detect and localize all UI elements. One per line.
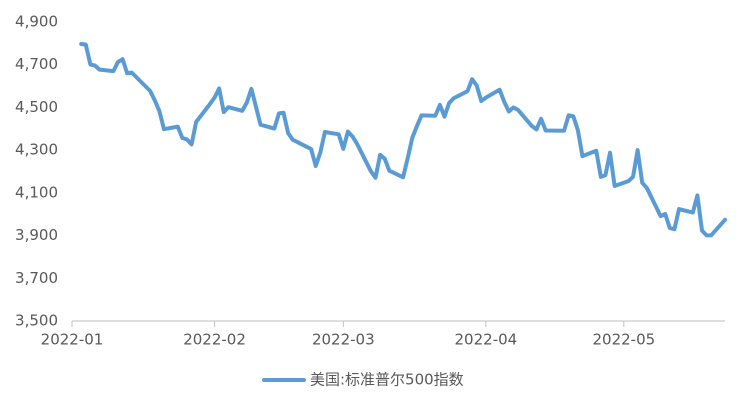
x-tick-label: 2022-02	[183, 331, 246, 349]
x-tick-label: 2022-03	[312, 331, 375, 349]
y-tick-label: 3,900	[15, 226, 58, 244]
x-tick-label: 2022-04	[455, 331, 518, 349]
y-tick-label: 4,900	[15, 13, 58, 31]
y-tick-label: 3,700	[15, 269, 58, 287]
y-tick-label: 4,300	[15, 141, 58, 159]
legend-label: 美国:标准普尔500指数	[310, 371, 464, 389]
y-tick-label: 3,500	[15, 312, 58, 330]
x-tick-label: 2022-01	[41, 331, 104, 349]
y-tick-label: 4,700	[15, 55, 58, 73]
line-series	[79, 42, 727, 238]
x-tick-label: 2022-05	[592, 331, 655, 349]
y-tick-label: 4,500	[15, 98, 58, 116]
y-tick-label: 4,100	[15, 183, 58, 201]
